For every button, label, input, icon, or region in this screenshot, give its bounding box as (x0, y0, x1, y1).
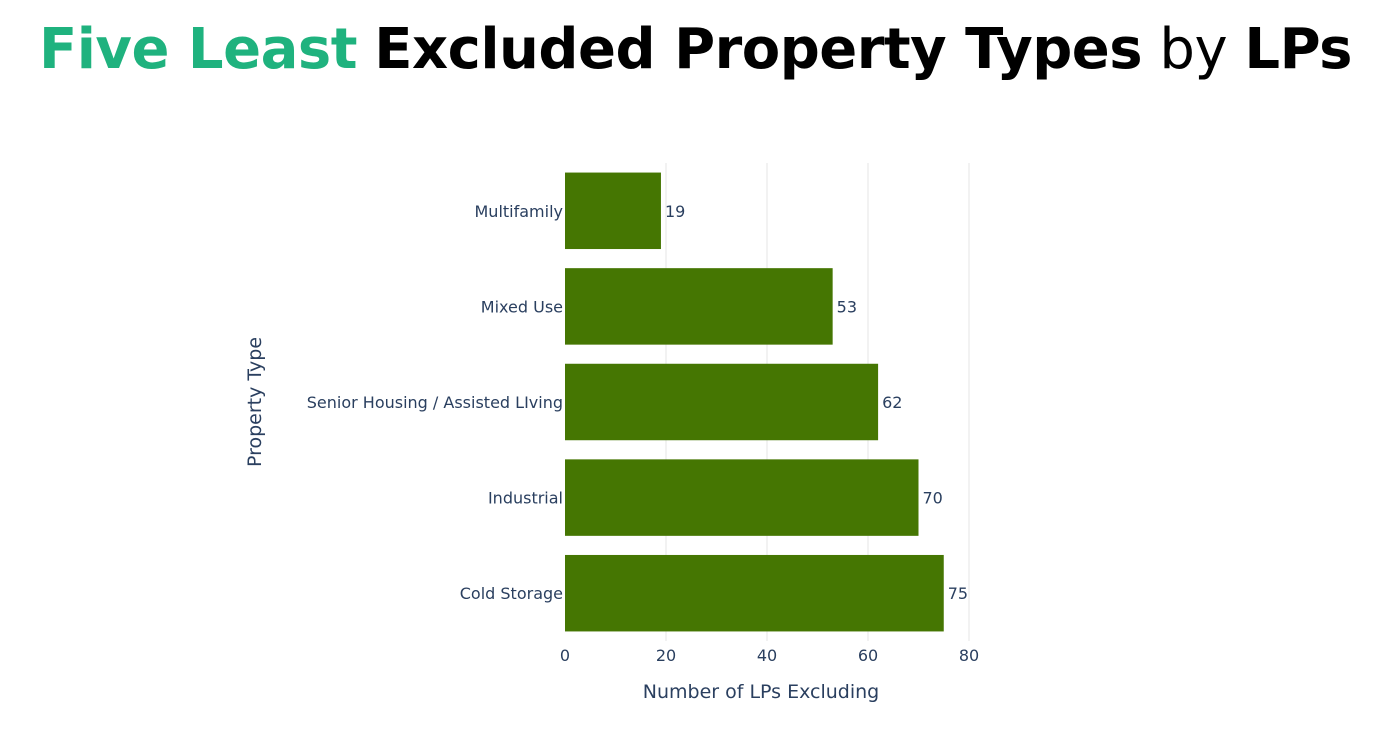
bar-value-label: 62 (882, 393, 902, 412)
y-axis-title: Property Type (244, 337, 266, 467)
bar-cold-storage (565, 554, 944, 632)
x-tick-label: 80 (959, 646, 979, 665)
bar-value-labels: 19 53 62 70 75 (665, 202, 968, 603)
y-tick-label: Mixed Use (481, 297, 563, 316)
bar-value-label: 70 (923, 489, 943, 508)
bar-value-label: 19 (665, 202, 685, 221)
bar-value-label: 75 (948, 584, 968, 603)
bar-multifamily (565, 172, 661, 250)
title-accent-part: Five Least (38, 17, 357, 82)
y-tick-label: Industrial (488, 489, 563, 508)
bars (565, 172, 944, 632)
y-axis-tick-labels: Multifamily Mixed Use Senior Housing / Ass… (307, 202, 563, 603)
bar-mixed-use (565, 268, 833, 345)
y-tick-label: Multifamily (475, 202, 564, 221)
chart-title: Five Least Excluded Property Types by LP… (0, 12, 1391, 88)
x-tick-label: 20 (656, 646, 676, 665)
title-lps-part: LPs (1244, 17, 1352, 82)
bar-senior-housing-assisted-living (565, 363, 879, 441)
y-tick-label: Senior Housing / Assisted LIving (307, 393, 563, 412)
x-axis-tick-labels: 0 20 40 60 80 (560, 646, 979, 665)
x-tick-label: 0 (560, 646, 570, 665)
bar-value-label: 53 (837, 297, 857, 316)
x-axis-title: Number of LPs Excluding (643, 681, 880, 703)
bar-industrial (565, 459, 919, 536)
title-bold-part: Excluded Property Types (374, 17, 1143, 82)
x-tick-label: 40 (757, 646, 777, 665)
x-tick-label: 60 (858, 646, 878, 665)
y-tick-label: Cold Storage (460, 584, 563, 603)
title-light-part: by (1159, 17, 1228, 82)
